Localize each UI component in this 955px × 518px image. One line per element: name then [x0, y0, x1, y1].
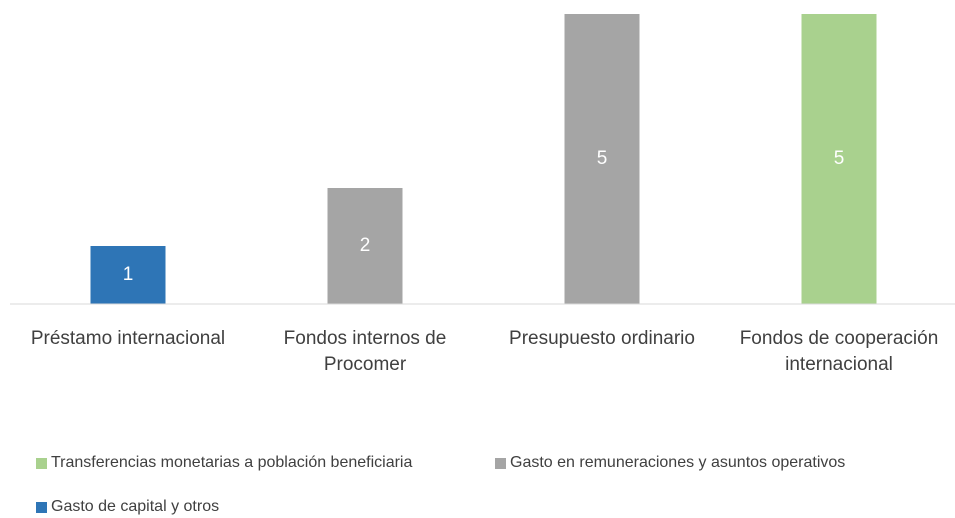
legend-item: Gasto de capital y otros: [36, 498, 219, 516]
data-label: 2: [360, 235, 371, 256]
legend-label: Gasto de capital y otros: [51, 498, 220, 515]
bar: [90, 246, 166, 304]
legend-label: Transferencias monetarias a población be…: [51, 454, 413, 471]
legend-item: Transferencias monetarias a población be…: [36, 454, 412, 472]
x-tick-label: Fondos de cooperación internacional: [739, 328, 939, 375]
x-tick-label: Préstamo internacional: [30, 328, 226, 349]
bar: [327, 188, 403, 304]
data-label: 1: [123, 264, 134, 285]
data-label: 5: [834, 148, 845, 169]
legend-label: Gasto en remuneraciones y asuntos operat…: [510, 454, 846, 471]
legend-swatch: [36, 457, 47, 469]
bar: [564, 14, 640, 304]
x-tick-label: Fondos internos de Procomer: [283, 328, 447, 375]
legend-swatch: [36, 501, 47, 513]
x-tick-label: Presupuesto ordinario: [509, 328, 695, 349]
data-label: 5: [597, 148, 608, 169]
legend-swatch: [495, 457, 506, 469]
legend-item: Gasto en remuneraciones y asuntos operat…: [495, 454, 845, 472]
bar: [801, 14, 877, 304]
